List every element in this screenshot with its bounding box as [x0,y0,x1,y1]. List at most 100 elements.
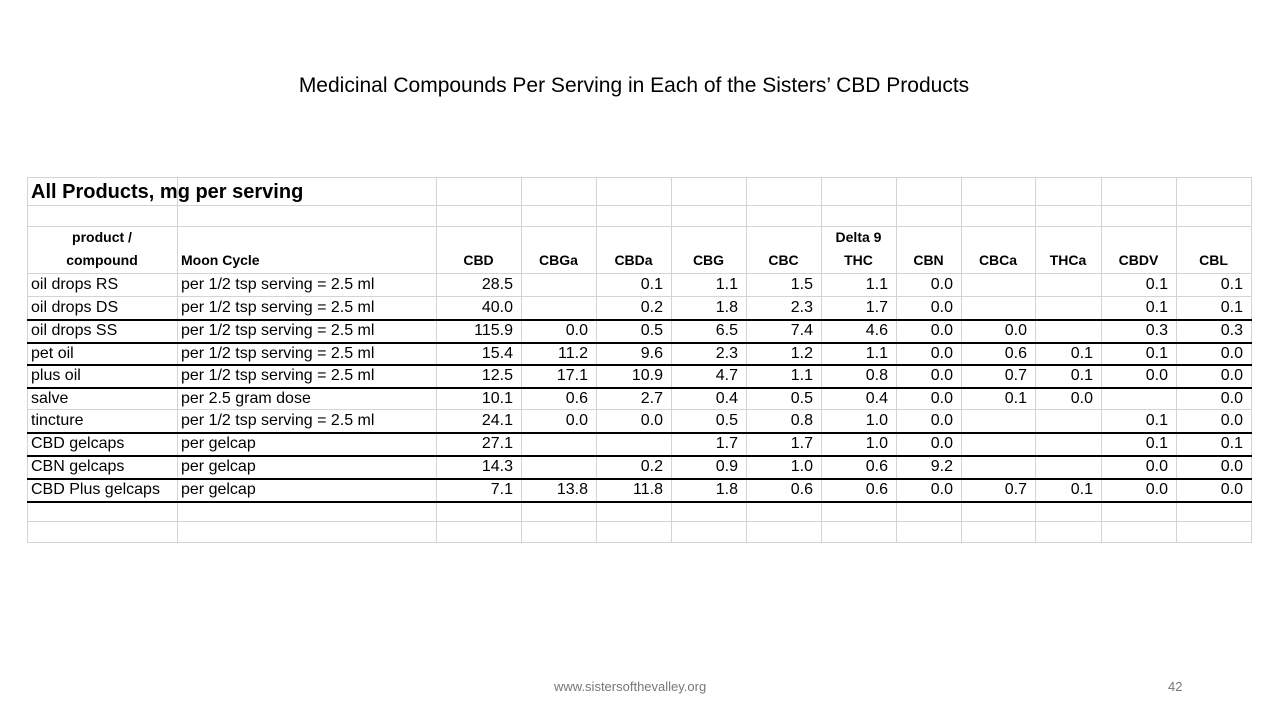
grid-line [436,177,437,542]
product-name: CBD gelcaps [31,435,125,452]
value-cell: 0.1 [1004,390,1027,407]
value-cell: 0.0 [565,412,588,429]
value-cell: 0.0 [1220,481,1243,498]
value-cell: 10.1 [481,390,513,407]
value-cell: 0.0 [565,322,588,339]
value-cell: 0.5 [790,390,813,407]
value-cell: 1.8 [715,481,738,498]
value-cell: 10.9 [631,367,663,384]
value-cell: 11.2 [558,345,588,362]
column-header: CBN [913,252,944,268]
value-cell: 7.1 [490,481,513,498]
value-cell: 0.0 [930,435,953,452]
product-name: pet oil [31,345,74,362]
footer-url: www.sistersofthevalley.org [554,679,707,694]
value-cell: 7.4 [790,322,813,339]
value-cell: 0.7 [1004,481,1027,498]
product-name: oil drops RS [31,276,119,293]
product-name: plus oil [31,367,81,384]
product-name: salve [31,390,69,407]
row-border [27,409,1252,410]
serving-size: per gelcap [181,481,256,498]
value-cell: 4.7 [715,367,738,384]
column-header: THC [844,252,873,268]
serving-size: per 1/2 tsp serving = 2.5 ml [181,345,375,362]
value-cell: 0.8 [790,412,813,429]
value-cell: 0.3 [1145,322,1168,339]
value-cell: 0.1 [1220,299,1243,316]
value-cell: 9.2 [930,458,953,475]
value-cell: 0.1 [640,276,663,293]
value-cell: 0.0 [1145,481,1168,498]
value-cell: 0.0 [930,299,953,316]
value-cell: 0.1 [1220,435,1243,452]
row-border [27,342,1252,344]
row-border [27,387,1252,389]
value-cell: 0.3 [1220,322,1243,339]
column-header: CBL [1199,252,1228,268]
row-border [27,226,1252,227]
value-cell: 0.0 [930,322,953,339]
value-cell: 0.1 [1070,481,1093,498]
column-header: CBG [692,252,725,268]
value-cell: 0.8 [865,367,888,384]
value-cell: 9.6 [640,345,663,362]
product-name: CBN gelcaps [31,458,125,475]
value-cell: 0.0 [1145,458,1168,475]
row-border [27,501,1252,503]
value-cell: 0.1 [1145,412,1168,429]
grid-line [896,177,897,542]
grid-line [1035,177,1036,542]
value-cell: 1.2 [790,345,813,362]
value-cell: 2.3 [790,299,813,316]
value-cell: 1.1 [790,367,813,384]
column-header: CBD [463,252,494,268]
column-header: CBC [768,252,799,268]
value-cell: 4.6 [865,322,888,339]
value-cell: 0.0 [1070,390,1093,407]
column-header: compound [66,252,138,268]
value-cell: 0.6 [565,390,588,407]
value-cell: 2.7 [640,390,663,407]
grid-line [1251,177,1252,542]
row-border [27,296,1252,297]
column-header: CBGa [539,252,578,268]
value-cell: 0.6 [865,458,888,475]
value-cell: 0.0 [930,367,953,384]
value-cell: 0.0 [1220,412,1243,429]
value-cell: 24.1 [481,412,513,429]
value-cell: 0.6 [865,481,888,498]
value-cell: 40.0 [481,299,513,316]
value-cell: 6.5 [715,322,738,339]
grid-line [746,177,747,542]
column-header: CBDV [1118,252,1159,268]
grid-line [961,177,962,542]
value-cell: 1.7 [715,435,738,452]
value-cell: 1.5 [790,276,813,293]
value-cell: 0.4 [715,390,738,407]
value-cell: 0.0 [1220,367,1243,384]
value-cell: 0.0 [930,390,953,407]
value-cell: 0.0 [930,412,953,429]
grid-line [27,177,28,542]
value-cell: 1.1 [865,276,888,293]
value-cell: 0.4 [865,390,888,407]
row-border [27,177,1252,178]
value-cell: 1.0 [865,412,888,429]
value-cell: 0.5 [715,412,738,429]
row-border [27,364,1252,366]
value-cell: 2.3 [715,345,738,362]
product-name: CBD Plus gelcaps [31,481,160,498]
column-header: Moon Cycle [181,252,260,268]
value-cell: 0.6 [1004,345,1027,362]
table-caption: All Products, mg per serving [31,181,304,203]
row-border [27,205,1252,206]
serving-size: per 1/2 tsp serving = 2.5 ml [181,322,375,339]
row-border [27,521,1252,522]
value-cell: 0.1 [1145,299,1168,316]
row-border [27,455,1252,457]
grid-line [1101,177,1102,542]
value-cell: 0.6 [790,481,813,498]
page-number: 42 [1168,679,1183,694]
column-header: product / [72,229,132,245]
